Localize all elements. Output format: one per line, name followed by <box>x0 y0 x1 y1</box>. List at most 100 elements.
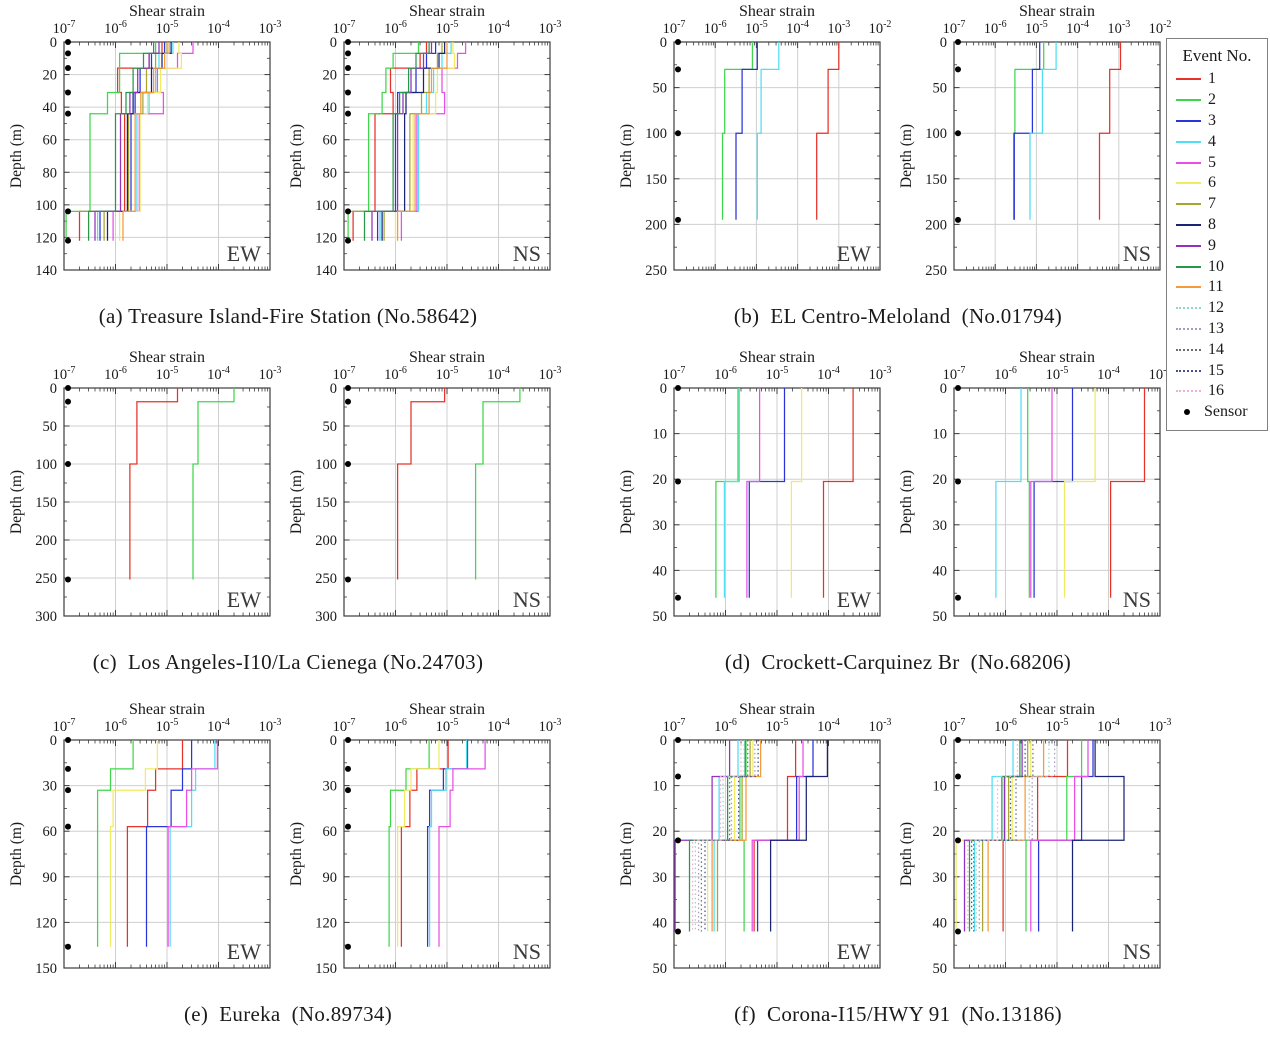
subplot-a-ew: 10-7 10-6 10-5 10-4 10-3020406080100120140Sh… <box>8 3 281 279</box>
sensor-dot <box>955 737 961 743</box>
sensor-dot <box>345 787 351 794</box>
svg-text:250: 250 <box>645 263 667 279</box>
svg-text:250: 250 <box>925 263 947 279</box>
y-axis-title: Depth (m) <box>618 124 635 188</box>
svg-text:50: 50 <box>653 81 668 97</box>
event-11-line <box>711 740 762 932</box>
svg-text:50: 50 <box>653 961 668 977</box>
legend-title: Event No. <box>1182 46 1252 65</box>
event-1-line <box>126 740 184 947</box>
svg-text:60: 60 <box>43 133 58 149</box>
svg-text:300: 300 <box>35 609 57 625</box>
legend-item-event-12: 12 <box>1167 298 1267 319</box>
legend-item-event-13: 13 <box>1167 319 1267 340</box>
event-2-line <box>65 42 157 241</box>
svg-text:10-4: 10-4 <box>817 365 840 383</box>
sensor-dot <box>65 765 71 772</box>
svg-text:0: 0 <box>330 733 337 749</box>
sensor-dot <box>675 594 681 601</box>
svg-text:150: 150 <box>925 172 947 188</box>
svg-text:10-5: 10-5 <box>1025 19 1048 37</box>
sensor-dot <box>65 576 71 583</box>
svg-text:40: 40 <box>933 915 948 931</box>
direction-label: NS <box>513 939 541 964</box>
svg-text:10-6: 10-6 <box>384 19 407 37</box>
svg-text:300: 300 <box>315 609 337 625</box>
svg-text:10-4: 10-4 <box>207 717 230 735</box>
svg-text:100: 100 <box>925 126 947 142</box>
event-7-line <box>981 740 1029 932</box>
svg-text:100: 100 <box>315 198 337 214</box>
svg-text:30: 30 <box>653 870 668 886</box>
legend: Event No. 1 2 3 4 5 6 7 8 9 10 11 12 13 14 15 16 Sensor <box>1166 38 1268 431</box>
event-6-line <box>955 740 1032 932</box>
svg-text:250: 250 <box>35 571 57 587</box>
svg-text:10-6: 10-6 <box>704 19 727 37</box>
svg-text:10-4: 10-4 <box>786 19 809 37</box>
event-8-label: 8 <box>1208 215 1216 233</box>
event-12-line-sample <box>1176 307 1201 310</box>
subplot-b-ns-container: 10-7 10-6 10-5 10-4 10-3 10-2 0 50 100 150 200 250 S… <box>898 2 1178 302</box>
event-2-label: 2 <box>1208 91 1216 109</box>
svg-text:0: 0 <box>940 381 947 397</box>
subplot-c-ns: 10-7 10-6 10-5 10-4 10-3050100150200250300Sh… <box>288 349 561 625</box>
subplot-f-ns-container: 10-7 10-6 10-5 10-4 10-3 0 10 20 30 40 50 Shear str… <box>898 700 1178 1000</box>
sensor-dot <box>345 823 351 830</box>
sensor-dot <box>345 737 351 743</box>
legend-item-event-8: 8 <box>1167 215 1267 236</box>
event-10-line-sample <box>1176 265 1201 268</box>
svg-text:10-5: 10-5 <box>766 365 789 383</box>
event-15-line-sample <box>1176 369 1201 372</box>
svg-text:10-5: 10-5 <box>156 19 179 37</box>
svg-text:10-5: 10-5 <box>766 717 789 735</box>
sensor-dot-icon <box>1184 409 1190 416</box>
event-1-line <box>753 740 797 932</box>
sensor-dot <box>955 773 961 780</box>
svg-text:10-4: 10-4 <box>207 19 230 37</box>
panel-f-caption: (f) Corona-I15/HWY 91 (No.13186) <box>734 1002 1062 1026</box>
event-1-label: 1 <box>1208 70 1216 88</box>
svg-text:10-5: 10-5 <box>436 19 459 37</box>
svg-text:200: 200 <box>35 533 57 549</box>
svg-text:50: 50 <box>653 609 668 625</box>
y-axis-title: Depth (m) <box>898 470 915 534</box>
legend-item-event-5: 5 <box>1167 152 1267 173</box>
event-2-line-sample <box>1176 99 1201 102</box>
y-axis-title: Depth (m) <box>898 822 915 886</box>
svg-text:20: 20 <box>323 68 338 84</box>
svg-text:150: 150 <box>315 961 337 977</box>
svg-text:10-6: 10-6 <box>714 365 737 383</box>
event-6-label: 6 <box>1208 174 1216 192</box>
event-5-line <box>746 388 761 598</box>
event-14-line-sample <box>1176 348 1201 351</box>
sensor-dot <box>65 823 71 830</box>
event-3-line <box>1037 740 1094 932</box>
svg-text:120: 120 <box>315 230 337 246</box>
svg-text:0: 0 <box>940 733 947 749</box>
subplot-c-ew-container: 10-7 10-6 10-5 10-4 10-3 0 50 100 150 200 250 300 Sh… <box>8 348 288 648</box>
svg-text:50: 50 <box>933 961 948 977</box>
event-3-line-sample <box>1176 119 1201 122</box>
subplot-b-ns: 10-7 10-6 10-5 10-4 10-3 10-2050100150200250S… <box>898 3 1171 279</box>
sensor-dot <box>345 398 351 405</box>
svg-text:10-3: 10-3 <box>259 365 282 383</box>
svg-text:10-3: 10-3 <box>827 19 850 37</box>
svg-text:150: 150 <box>645 172 667 188</box>
direction-label: EW <box>227 241 261 266</box>
svg-text:60: 60 <box>323 824 338 840</box>
svg-text:10-5: 10-5 <box>745 19 768 37</box>
x-axis-title: Shear strain <box>1019 3 1095 20</box>
panel-f: 10-7 10-6 10-5 10-4 10-3 0 10 20 30 40 50 Shear str… <box>618 700 1178 1027</box>
legend-item-event-14: 14 <box>1167 339 1267 360</box>
sensor-dot <box>345 89 351 96</box>
sensor-dot <box>65 208 71 215</box>
event-16-line-sample <box>1176 390 1201 393</box>
svg-text:10-2: 10-2 <box>869 19 892 37</box>
direction-label: NS <box>1123 939 1151 964</box>
legend-item-event-9: 9 <box>1167 235 1267 256</box>
sensor-dot <box>345 65 351 72</box>
event-1-line <box>129 388 179 580</box>
event-5-line <box>438 740 486 947</box>
